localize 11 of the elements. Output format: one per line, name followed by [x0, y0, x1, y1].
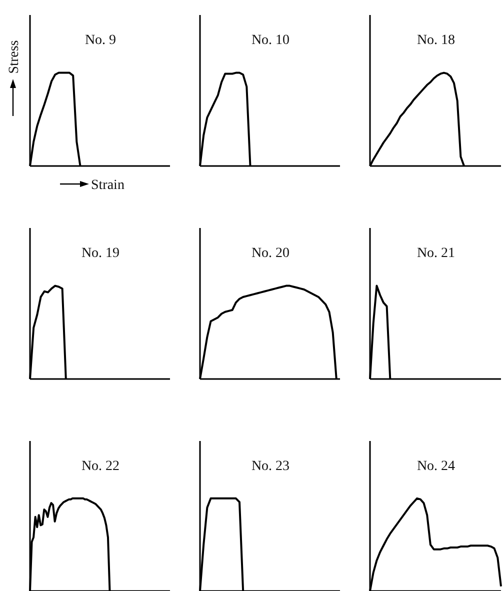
chart-title: No. 20 — [250, 246, 291, 262]
chart-title: No. 21 — [416, 246, 456, 262]
chart-title: No. 22 — [80, 459, 121, 475]
x-axis-title: Strain — [91, 178, 124, 193]
chart-title: No. 10 — [250, 33, 291, 49]
chart-title: No. 24 — [416, 459, 456, 475]
chart-title: No. 18 — [416, 33, 456, 49]
chart-title: No. 23 — [250, 459, 291, 475]
chart-title: No. 9 — [84, 33, 118, 49]
y-axis-title: Stress — [7, 40, 22, 74]
chart-title: No. 19 — [80, 246, 121, 262]
